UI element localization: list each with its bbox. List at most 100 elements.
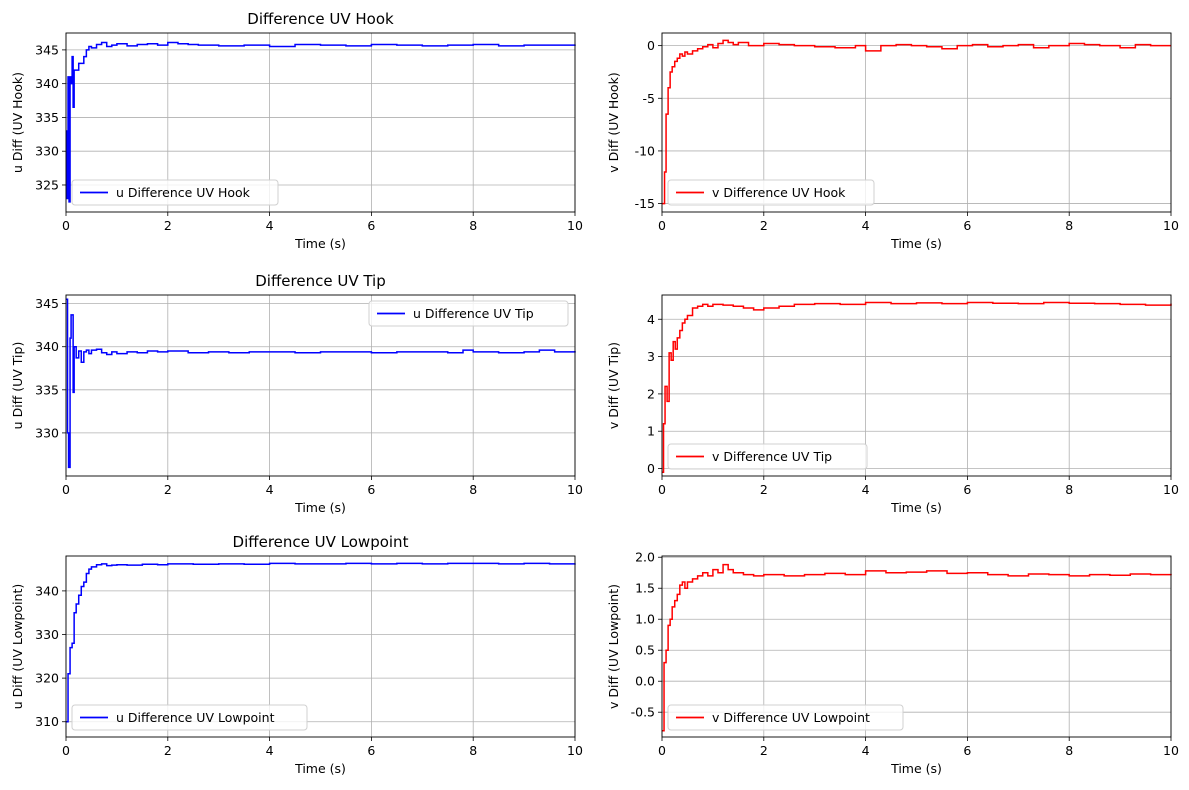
x-tick-label: 6 — [963, 482, 971, 497]
x-tick-label: 8 — [469, 218, 477, 233]
series-line-1 — [66, 298, 576, 469]
chart-panel-3: 0 2 4 6 8 10 330 335 340 345 Time (s) u Diff (UV Ti… — [10, 272, 583, 515]
legend-box — [71, 704, 308, 731]
x-tick-label: 10 — [1163, 743, 1179, 758]
x-tick-label: 4 — [862, 482, 870, 497]
x-tick-label: 8 — [469, 482, 477, 497]
x-tick-label: 2 — [164, 482, 172, 497]
x-tick-label: 2 — [164, 743, 172, 758]
y-tick-label: 0 — [647, 38, 655, 53]
x-axis-label: Time (s) — [294, 236, 346, 251]
legend-label: v Difference UV Hook — [712, 185, 846, 200]
y-tick-label: 340 — [35, 76, 59, 91]
legend-label: v Difference UV Tip — [712, 449, 832, 464]
y-tick-label: 320 — [35, 671, 59, 686]
x-tick-label: 4 — [862, 218, 870, 233]
chart-panel-5: 0 2 4 6 8 10 310 320 330 340 Time (s) u Diff (UV Lo… — [10, 533, 583, 776]
x-tick-label: 2 — [760, 743, 768, 758]
y-tick-label: 1.0 — [635, 612, 655, 627]
chart-title: Difference UV Hook — [247, 10, 394, 28]
legend-label: u Difference UV Tip — [413, 306, 534, 321]
x-tick-label: 10 — [1163, 218, 1179, 233]
series-line-1 — [662, 39, 1171, 205]
legend: v Difference UV Hook — [667, 179, 875, 206]
y-axis-label: u Diff (UV Tip) — [10, 342, 25, 430]
legend-box — [71, 179, 279, 206]
legend-box — [667, 179, 875, 206]
y-tick-label: 340 — [35, 583, 59, 598]
series-line-1 — [662, 301, 1172, 474]
x-tick-label: 2 — [760, 482, 768, 497]
y-tick-label: 3 — [647, 349, 655, 364]
series-line-1 — [66, 41, 576, 203]
x-axis-label: Time (s) — [294, 500, 346, 515]
chart-panel-1: 0 2 4 6 8 10 325 330 335 340 345 Time (s) u Diff (UV… — [10, 10, 583, 251]
x-tick-label: 6 — [367, 482, 375, 497]
x-tick-label: 0 — [62, 482, 70, 497]
y-axis-label: v Diff (UV Lowpoint) — [606, 584, 621, 709]
x-tick-label: 8 — [1065, 482, 1073, 497]
y-tick-label: 2.0 — [635, 550, 655, 565]
y-tick-label: 330 — [35, 144, 59, 159]
x-tick-label: 8 — [1065, 218, 1073, 233]
y-axis-label: v Diff (UV Tip) — [606, 342, 621, 429]
y-tick-label: 345 — [35, 42, 59, 57]
y-tick-label: 0.0 — [635, 674, 655, 689]
y-tick-label: -0.5 — [631, 705, 655, 720]
legend: u Difference UV Tip — [368, 300, 569, 327]
y-tick-label: 335 — [35, 382, 59, 397]
y-tick-label: 345 — [35, 296, 59, 311]
legend: v Difference UV Tip — [667, 443, 868, 470]
plot-frame — [661, 294, 1172, 477]
x-tick-label: 0 — [658, 743, 666, 758]
x-tick-label: 8 — [1065, 743, 1073, 758]
x-axis-label: Time (s) — [294, 761, 346, 776]
x-tick-label: 10 — [567, 218, 583, 233]
x-tick-label: 0 — [62, 743, 70, 758]
y-tick-label: -10 — [635, 143, 655, 158]
legend-label: u Difference UV Hook — [116, 185, 251, 200]
x-tick-label: 10 — [567, 743, 583, 758]
plot-frame — [65, 555, 576, 738]
x-tick-label: 6 — [963, 743, 971, 758]
y-tick-label: 1 — [647, 424, 655, 439]
y-tick-label: -15 — [635, 196, 655, 211]
x-tick-label: 2 — [164, 218, 172, 233]
legend-box — [667, 704, 904, 731]
chart-title: Difference UV Lowpoint — [233, 533, 409, 551]
y-axis-label: u Diff (UV Lowpoint) — [10, 584, 25, 710]
x-tick-label: 6 — [367, 743, 375, 758]
x-tick-label: 10 — [1163, 482, 1179, 497]
plot-frame — [661, 32, 1172, 213]
x-tick-label: 10 — [567, 482, 583, 497]
plot-frame — [65, 294, 576, 477]
x-tick-label: 8 — [469, 743, 477, 758]
legend-box — [368, 300, 569, 327]
y-tick-label: 0.5 — [635, 643, 655, 658]
x-axis-label: Time (s) — [890, 236, 942, 251]
x-tick-label: 0 — [62, 218, 70, 233]
legend: u Difference UV Hook — [71, 179, 279, 206]
x-tick-label: 4 — [266, 218, 274, 233]
x-tick-label: 4 — [862, 743, 870, 758]
x-tick-label: 6 — [367, 218, 375, 233]
x-axis-label: Time (s) — [890, 500, 942, 515]
x-tick-label: 4 — [266, 743, 274, 758]
chart-panel-4: 0 2 4 6 8 10 0 1 2 3 4 Time (s) v Diff (UV Tip) v Dif… — [606, 294, 1179, 515]
plot-frame — [65, 32, 576, 213]
y-tick-label: 330 — [35, 425, 59, 440]
legend-label: v Difference UV Lowpoint — [712, 710, 870, 725]
y-tick-label: 2 — [647, 386, 655, 401]
x-tick-label: 2 — [760, 218, 768, 233]
legend: u Difference UV Lowpoint — [71, 704, 308, 731]
chart-panel-2: 0 2 4 6 8 10 -15 -10 -5 0 Time (s) v Diff (UV Hook)… — [606, 32, 1179, 251]
x-tick-label: 0 — [658, 482, 666, 497]
y-tick-label: -5 — [643, 91, 655, 106]
y-tick-label: 310 — [35, 714, 59, 729]
y-axis-label: u Diff (UV Hook) — [10, 72, 25, 173]
series-line-1 — [66, 562, 576, 723]
x-axis-label: Time (s) — [890, 761, 942, 776]
chart-title: Difference UV Tip — [255, 272, 386, 290]
y-axis-label: v Diff (UV Hook) — [606, 72, 621, 172]
